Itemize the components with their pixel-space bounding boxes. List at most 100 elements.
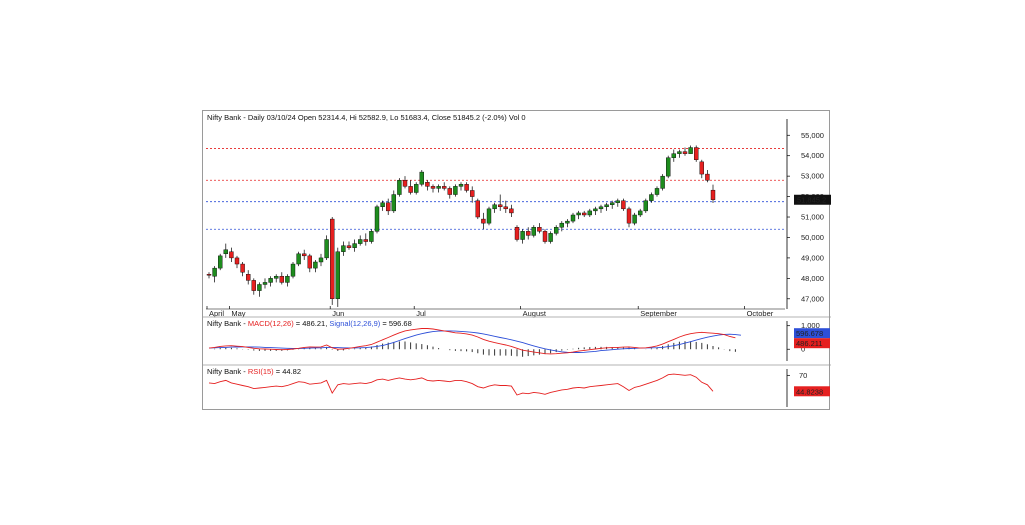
candle-body: [313, 261, 318, 269]
candle-body: [537, 227, 542, 232]
month-label: April: [209, 309, 224, 318]
macd-y-tick-label: 0: [801, 345, 805, 354]
candle-body: [688, 147, 693, 154]
candle-body: [441, 186, 447, 189]
candle-body: [257, 284, 262, 291]
candle-body: [542, 231, 548, 242]
candle-body: [402, 180, 408, 187]
candle-body: [223, 249, 228, 255]
candle-body: [234, 257, 240, 265]
candle-body: [632, 214, 637, 224]
candle-body: [570, 214, 576, 222]
candle-body: [470, 190, 475, 197]
candle-body: [408, 186, 413, 193]
macd-line: [208, 328, 736, 355]
macd-panel: Nifty Bank - MACD(12,26) = 486.21, Signa…: [207, 319, 830, 361]
candle-body: [503, 206, 508, 210]
candle-body: [285, 276, 290, 283]
candle-body: [677, 151, 682, 154]
candle-body: [296, 253, 301, 265]
candle-body: [498, 204, 503, 208]
price-y-tick-label: 50,000: [801, 233, 824, 242]
price-y-tick-label: 55,000: [801, 131, 824, 140]
candle-body: [604, 204, 609, 208]
candle-body: [699, 161, 704, 175]
candle-body: [638, 210, 643, 216]
candle-body: [335, 251, 341, 299]
candle-body: [363, 239, 369, 242]
candle-body: [217, 255, 223, 269]
candle-body: [705, 173, 710, 181]
candle-body: [458, 184, 464, 187]
macd-y-tick-label: 1,000: [801, 321, 820, 330]
price-y-tick-label: 54,000: [801, 151, 824, 160]
candle-body: [268, 278, 273, 283]
chart-frame: Nifty Bank - Daily 03/10/24 Open 52314.4…: [202, 110, 831, 410]
candle-body: [514, 227, 520, 240]
candle-body: [526, 231, 531, 236]
macd-legend-label: MACD(12,26): [248, 319, 294, 328]
candle-body: [430, 186, 436, 189]
candle-body: [649, 194, 654, 201]
candle-body: [710, 189, 716, 200]
month-label: September: [640, 309, 677, 318]
candle-body: [694, 147, 699, 160]
candle-body: [341, 245, 346, 252]
candle-body: [357, 239, 363, 244]
candle-body: [346, 245, 352, 248]
candle-body: [481, 218, 486, 224]
candle-body: [240, 263, 245, 273]
candle-body: [453, 186, 458, 195]
candle-body: [554, 227, 559, 234]
candle-body: [290, 263, 296, 277]
chart-svg: Nifty Bank - Daily 03/10/24 Open 52314.4…: [203, 113, 831, 407]
rsi-legend-label: RSI(15): [248, 367, 274, 376]
price-y-tick-label: 47,000: [801, 294, 824, 303]
signal-legend-value: 596.68: [389, 319, 412, 328]
candle-body: [397, 180, 402, 195]
candle-body: [464, 184, 469, 191]
candle-body: [559, 222, 564, 228]
candle-body: [666, 157, 671, 177]
rsi-badge-label: 44.8238: [796, 387, 823, 396]
candle-body: [307, 255, 313, 269]
candle-body: [447, 188, 453, 195]
candle-body: [520, 231, 525, 240]
macd-panel-title: Nifty Bank - MACD(12,26) = 486.21, Signa…: [207, 319, 412, 328]
price-y-tick-label: 53,000: [801, 172, 824, 181]
candle-body: [279, 276, 285, 283]
candle-body: [682, 151, 688, 154]
month-label: May: [231, 309, 245, 318]
rsi-panel-title: Nifty Bank - RSI(15) = 44.82: [207, 367, 301, 376]
month-label: August: [523, 309, 547, 318]
candle-body: [352, 243, 357, 248]
last-price-label: 51,845.2: [797, 196, 826, 205]
candle-body: [324, 239, 329, 259]
candle-body: [643, 200, 648, 212]
candle-body: [621, 200, 626, 210]
candle-body: [212, 267, 217, 277]
candle-body: [598, 206, 604, 210]
price-y-tick-label: 48,000: [801, 274, 824, 283]
candle-body: [413, 184, 419, 193]
candle-body: [246, 274, 251, 281]
macd-badge: [794, 338, 830, 349]
candle-body: [576, 212, 581, 216]
candle-body: [329, 218, 335, 299]
signal-badge: [794, 328, 830, 339]
signal-badge-label: 596.678: [796, 329, 823, 338]
candle-body: [391, 194, 397, 212]
month-label: October: [747, 309, 774, 318]
candle-body: [593, 208, 598, 212]
candle-body: [318, 257, 324, 263]
candle-body: [615, 200, 620, 203]
candle-body: [654, 188, 660, 195]
price-y-tick-label: 49,000: [801, 253, 824, 262]
candle-body: [369, 231, 374, 242]
candle-body: [385, 202, 391, 212]
candle-body: [419, 171, 425, 185]
candle-body: [206, 274, 212, 276]
candle-body: [548, 233, 553, 242]
rsi-legend-value: 44.82: [282, 367, 301, 376]
price-panel: Nifty Bank - Daily 03/10/24 Open 52314.4…: [206, 113, 831, 318]
